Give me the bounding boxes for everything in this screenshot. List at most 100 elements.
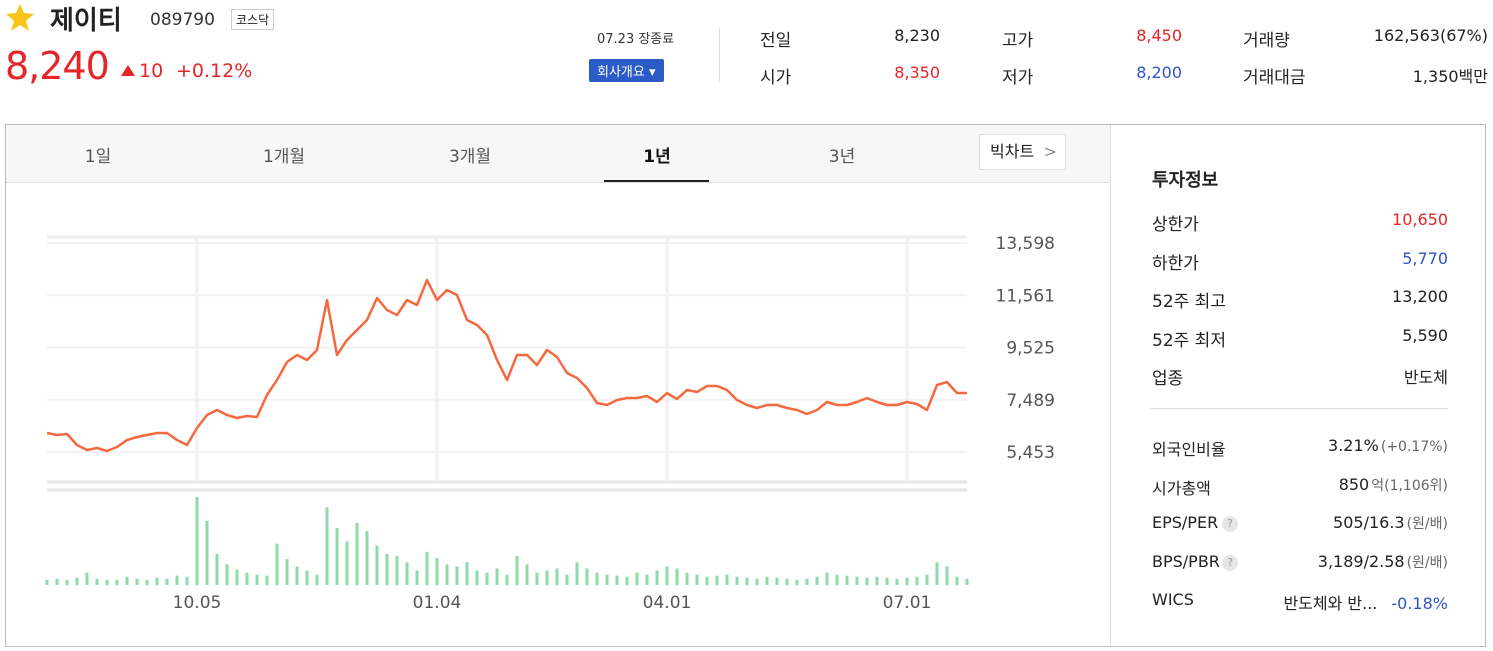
volume-bar	[575, 562, 579, 585]
info-label: 시가총액	[1152, 478, 1211, 498]
volume-bar	[515, 556, 519, 585]
volume-bar	[395, 556, 399, 585]
volume-bar	[215, 553, 219, 585]
value: 3.21%	[1328, 436, 1379, 455]
price: 8,240	[5, 44, 110, 88]
tab[interactable]: 3개월	[448, 147, 492, 167]
volume-bar	[765, 576, 769, 585]
volume-bar	[105, 579, 109, 585]
volume-bar	[425, 551, 429, 585]
info-label: BPS/PBR	[1152, 551, 1220, 571]
volume-bar	[615, 575, 619, 585]
volume-bar	[295, 566, 299, 585]
panel-divider	[1110, 125, 1111, 646]
volume-bar	[475, 570, 479, 585]
big-chart-button[interactable]: 빅차트 >	[979, 134, 1066, 170]
info-label: 상한가	[1152, 215, 1199, 235]
value: 3,189/2.58	[1317, 551, 1405, 571]
volume-bar	[825, 572, 829, 585]
volume-bar	[775, 577, 779, 585]
volume-bar	[175, 575, 179, 585]
volume-bar	[245, 572, 249, 585]
volume-bar	[815, 576, 819, 585]
info-value: 반도체	[1403, 368, 1448, 387]
volume-bar	[415, 570, 419, 585]
volume-bar	[645, 574, 649, 585]
company-button[interactable]: 회사개요 ▾	[589, 59, 664, 82]
volume-bar	[285, 559, 289, 585]
volume-bar	[375, 545, 379, 585]
stock-name: 제이티	[50, 6, 122, 36]
big-chart-label: 빅차트	[990, 142, 1035, 161]
volume-bar	[55, 578, 59, 585]
x-tick-label: 04.01	[643, 593, 692, 613]
volume-bar	[915, 576, 919, 585]
note: -0.18%	[1391, 594, 1448, 613]
stat-value: 8,350	[894, 63, 940, 82]
volume-bar	[195, 497, 199, 585]
change: 10	[139, 60, 164, 82]
stat-value: 8,230	[894, 26, 940, 45]
info-value: 3.21% (+0.17%)	[1250, 436, 1448, 455]
volume-bar	[125, 576, 129, 585]
y-tick-label: 5,453	[1006, 443, 1055, 463]
stat-label: 고가	[1002, 31, 1034, 51]
stat-label: 저가	[1002, 68, 1034, 88]
volume-bar	[265, 575, 269, 585]
volume-bar	[895, 578, 899, 585]
info-label: 외국인비율	[1152, 440, 1226, 459]
y-tick-label: 9,525	[1006, 339, 1055, 359]
help-icon: ?	[1222, 554, 1238, 571]
info-value: 505/16.3 (원/배)	[1250, 513, 1448, 533]
volume-bar	[405, 562, 409, 585]
tab[interactable]: 1개월	[262, 147, 306, 167]
volume-bar	[745, 577, 749, 585]
info-title: 투자정보	[1152, 170, 1219, 191]
volume-bar	[875, 576, 879, 585]
market-badge: 코스닥	[231, 9, 275, 30]
volume-bar	[535, 572, 539, 585]
stock-code: 089790	[150, 10, 215, 30]
y-tick-label: 11,561	[996, 286, 1055, 306]
tab[interactable]: 3년	[828, 147, 856, 167]
volume-bar	[655, 570, 659, 585]
volume-bar	[275, 543, 279, 585]
tab[interactable]: 1일	[84, 147, 112, 167]
volume-bar	[865, 577, 869, 585]
volume-bar	[495, 568, 499, 585]
active-tab-underline	[604, 180, 709, 182]
volume-bar	[455, 566, 459, 585]
volume-bar	[445, 564, 449, 585]
x-tick-label: 01.04	[413, 593, 462, 613]
info-value: 3,189/2.58 (원/배)	[1250, 552, 1448, 572]
info-value: 13,200	[1392, 287, 1448, 306]
volume-bar	[315, 574, 319, 585]
volume-bar	[325, 507, 329, 585]
volume-bar	[585, 568, 589, 585]
info-divider	[1150, 408, 1448, 409]
volume-bar	[135, 578, 139, 585]
y-tick-label: 7,489	[1006, 391, 1055, 411]
value: 505/16.3	[1333, 513, 1405, 532]
volume-bar	[155, 577, 159, 585]
volume-bar	[485, 572, 489, 585]
x-tick-label: 10.05	[173, 593, 222, 613]
help-icon: ?	[1222, 516, 1238, 532]
volume-bar	[625, 576, 629, 585]
volume-bar	[225, 564, 229, 585]
tab-bar	[6, 125, 1110, 183]
volume-bar	[115, 579, 119, 585]
info-label: 52주 최고	[1152, 292, 1226, 312]
star-icon[interactable]	[4, 2, 36, 32]
divider	[719, 28, 720, 82]
volume-bar	[165, 578, 169, 585]
volume-bar	[855, 576, 859, 585]
tab[interactable]: 1년	[643, 147, 671, 167]
volume-bar	[685, 572, 689, 585]
info-label: 52주 최저	[1152, 330, 1226, 351]
info-value: 5,590	[1402, 325, 1448, 345]
info-label: WICS	[1152, 590, 1194, 609]
info-value: 10,650	[1392, 210, 1448, 229]
volume-bar	[935, 562, 939, 585]
volume-bar	[695, 574, 699, 585]
